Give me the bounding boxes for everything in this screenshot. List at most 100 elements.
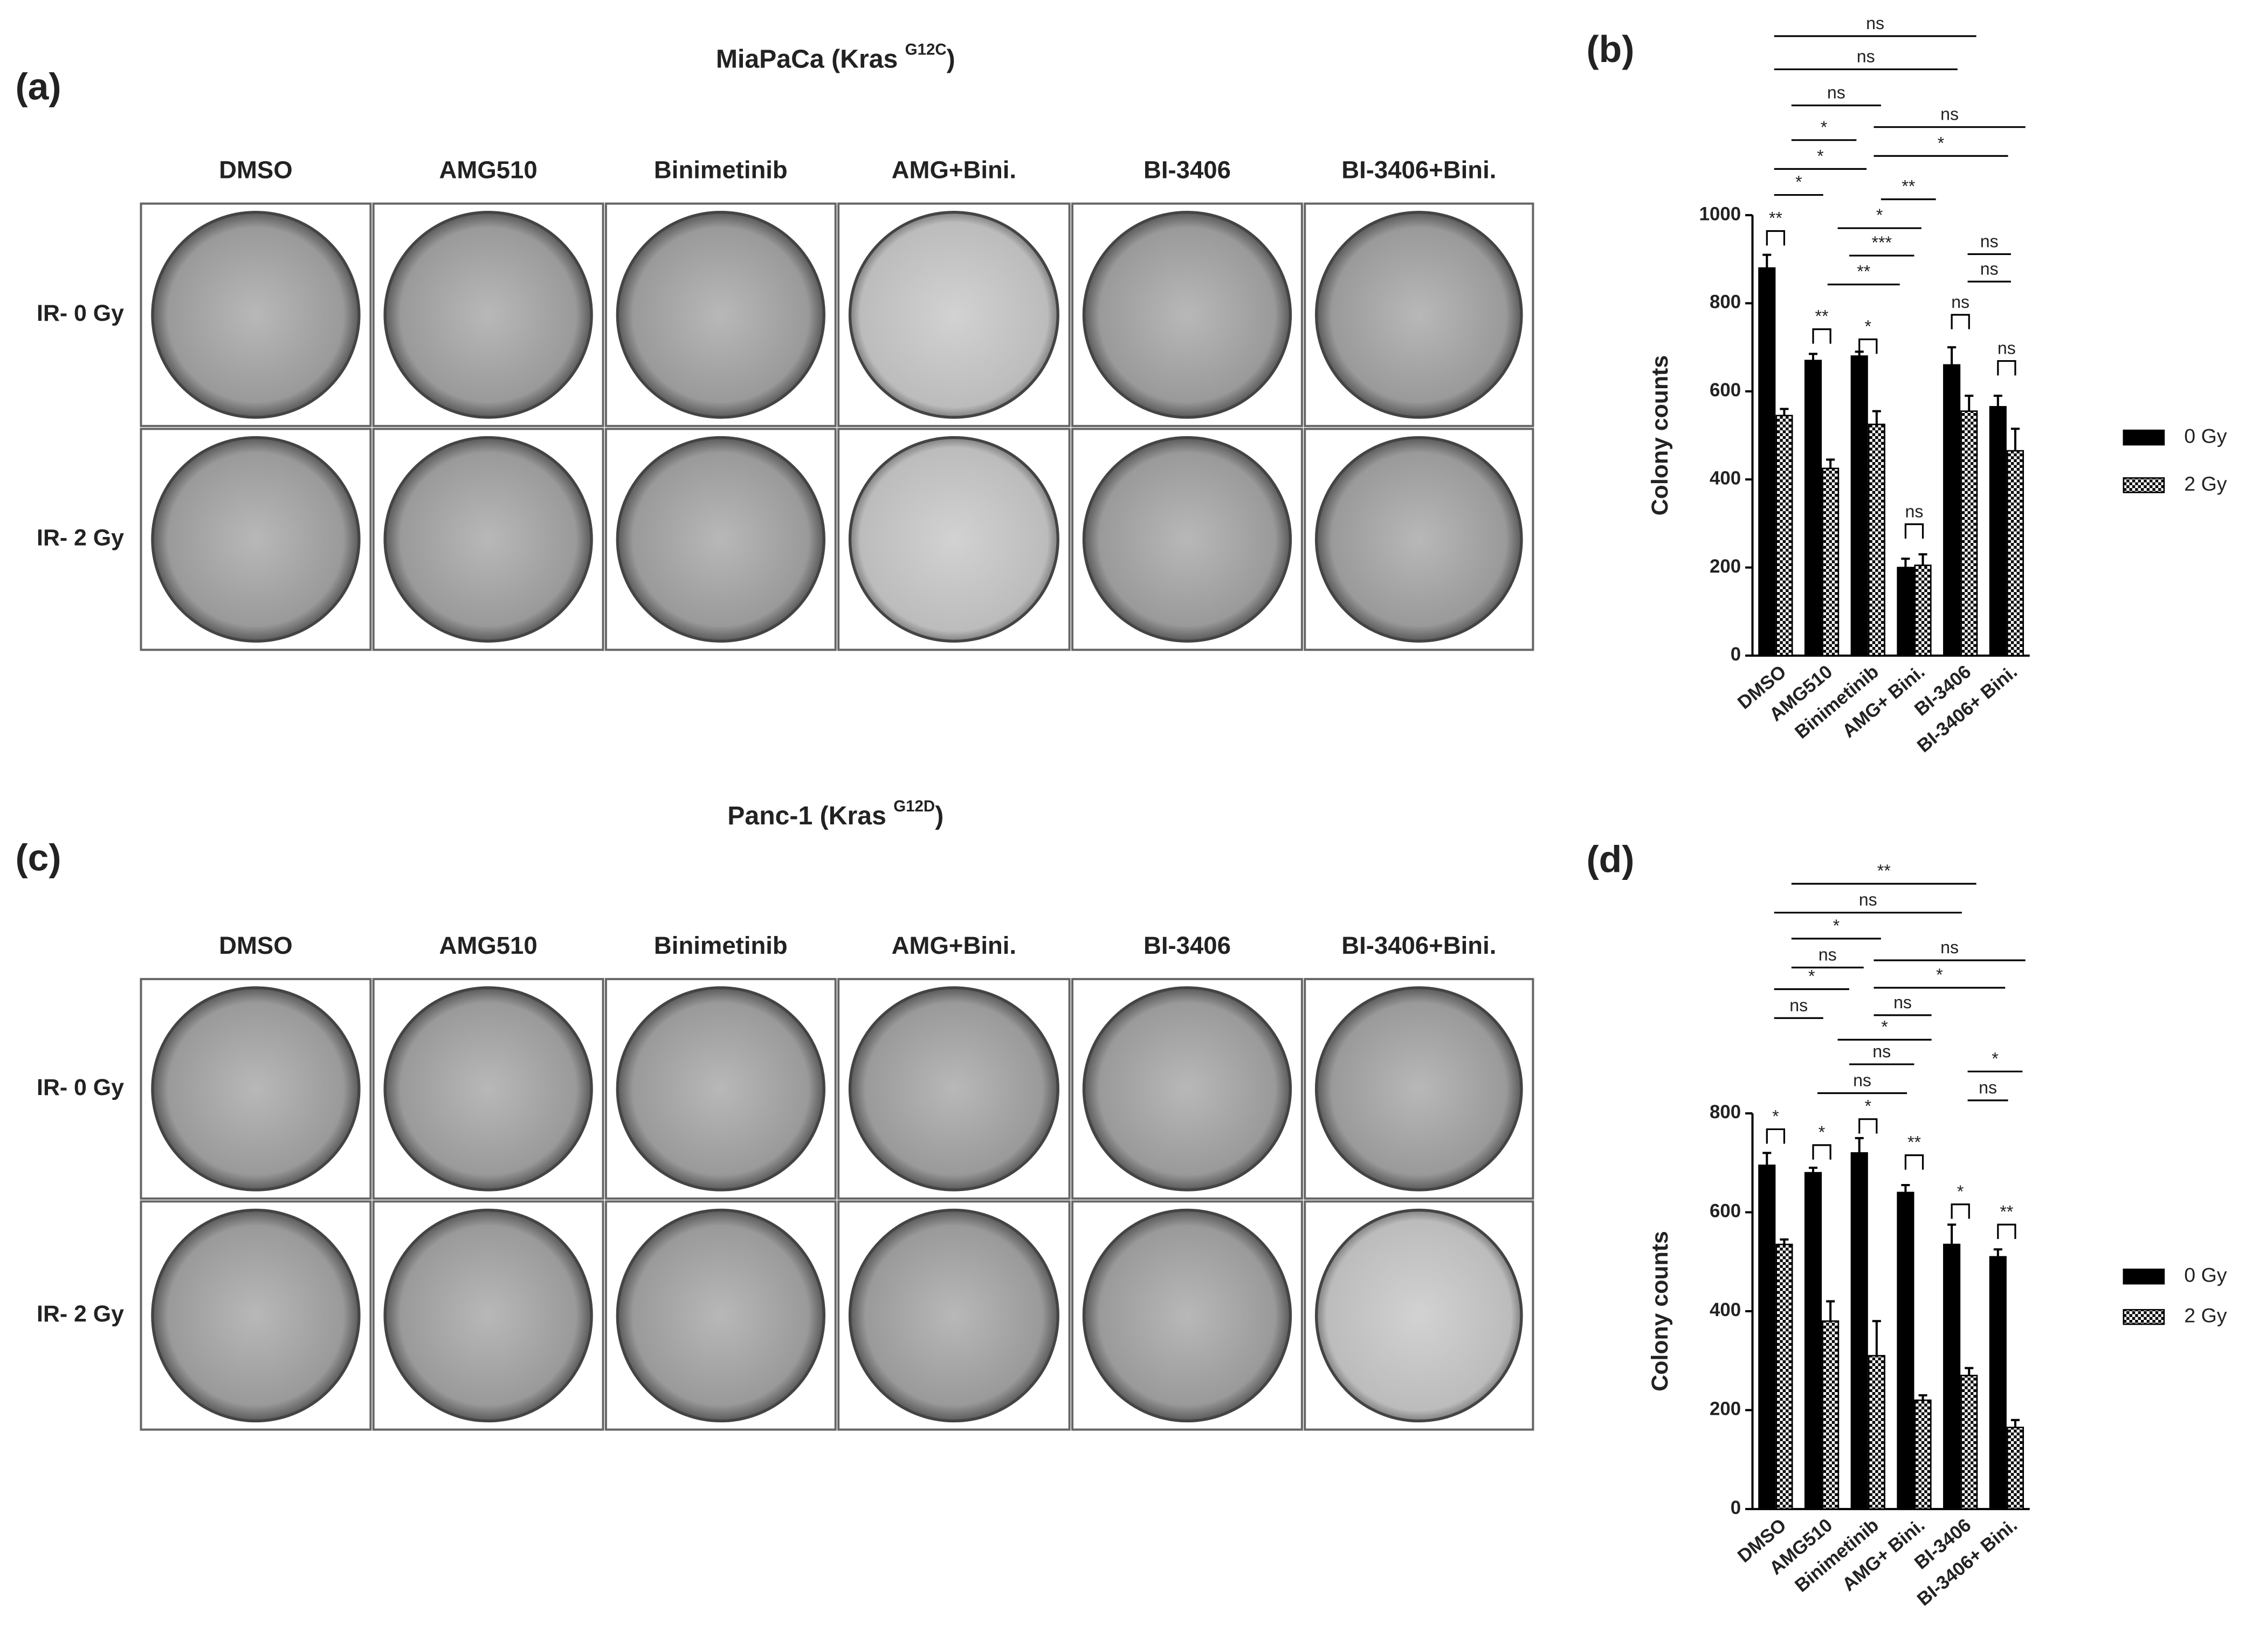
bar <box>1868 1355 1885 1510</box>
column-label: DMSO <box>219 156 293 184</box>
panel-title: Panc-1 (Kras G12D) <box>727 797 943 830</box>
significance-label: * <box>1992 1049 1999 1068</box>
significance-label: ** <box>1815 307 1829 326</box>
bar <box>1775 1243 1793 1510</box>
column-label: AMG+Bini. <box>892 156 1016 184</box>
bar <box>1914 565 1932 657</box>
column-label: Binimetinib <box>654 156 788 184</box>
plate <box>151 211 361 419</box>
y-axis-label: Colony counts <box>1647 355 1673 516</box>
significance-label: ns <box>1940 938 1959 957</box>
significance-bracket <box>1858 338 1878 354</box>
plate <box>1082 211 1292 419</box>
plate <box>151 986 361 1192</box>
legend-swatch <box>2123 1309 2165 1325</box>
significance-label: * <box>1881 1017 1888 1036</box>
bar <box>1850 1152 1868 1510</box>
y-tick-label: 800 <box>1710 292 1741 313</box>
title-superscript: G12C <box>905 41 947 59</box>
title-end: ) <box>935 801 943 830</box>
y-tick-label: 600 <box>1710 380 1741 401</box>
error-bar <box>1808 353 1818 361</box>
error-bar <box>1872 410 1881 425</box>
legend-label: 2 Gy <box>2184 1304 2227 1327</box>
legend-label: 0 Gy <box>2184 424 2227 447</box>
error-bar <box>2010 1419 2020 1428</box>
plate <box>383 986 593 1192</box>
significance-label: * <box>1808 967 1815 986</box>
significance-label: * <box>1817 146 1824 166</box>
significance-label: ns <box>1893 993 1912 1012</box>
panel-label: (b) <box>1586 28 1634 70</box>
significance-label: * <box>1772 1107 1779 1126</box>
y-tick-label: 200 <box>1710 556 1741 577</box>
bar <box>1804 1172 1822 1510</box>
significance-bracket <box>1951 1203 1970 1219</box>
plate <box>1082 986 1292 1192</box>
bar <box>2006 1427 2024 1510</box>
column-label: BI-3406+Bini. <box>1341 156 1496 184</box>
title-text: MiaPaCa (Kras <box>716 44 905 73</box>
column-label: BI-3406 <box>1144 156 1231 184</box>
legend-label: 2 Gy <box>2184 472 2227 495</box>
bar <box>1989 406 2007 657</box>
plate <box>1314 986 1523 1192</box>
significance-label: * <box>1795 173 1802 192</box>
bar <box>1914 1399 1932 1510</box>
error-bar <box>1762 1152 1772 1166</box>
plate <box>848 436 1059 643</box>
error-bar <box>1965 394 1974 411</box>
y-tick-label: 600 <box>1710 1201 1741 1222</box>
significance-label: *** <box>1871 233 1892 252</box>
bar <box>1943 364 1961 657</box>
row-label: IR- 0 Gy <box>37 300 124 326</box>
significance-label: ** <box>1769 209 1782 228</box>
significance-label: * <box>1821 118 1828 137</box>
significance-label: * <box>1936 965 1943 985</box>
error-bar <box>1947 1223 1957 1245</box>
legend-swatch <box>2123 1268 2165 1285</box>
significance-label: ** <box>1857 262 1870 281</box>
plate <box>616 211 826 419</box>
row-label: IR- 0 Gy <box>37 1075 124 1100</box>
significance-label: ns <box>1980 259 1999 278</box>
significance-label: ns <box>1827 83 1845 102</box>
significance-bracket <box>1812 328 1831 344</box>
significance-label: * <box>1833 916 1840 935</box>
plate <box>848 211 1059 419</box>
significance-bracket <box>1997 1223 2016 1239</box>
y-tick-label: 0 <box>1731 1497 1741 1518</box>
column-label: AMG510 <box>439 932 538 959</box>
significance-label: ** <box>1902 177 1915 196</box>
significance-label: ns <box>1859 890 1877 910</box>
significance-bracket <box>1904 523 1924 539</box>
y-tick-label: 0 <box>1731 644 1741 665</box>
error-bar <box>1855 1137 1864 1153</box>
panel-title: MiaPaCa (Kras G12C) <box>716 41 955 74</box>
bar <box>1758 1164 1776 1510</box>
error-bar <box>2010 428 2020 451</box>
significance-label: ns <box>1905 501 1924 521</box>
significance-label: ** <box>1907 1133 1921 1152</box>
error-bar <box>1993 1248 2002 1257</box>
significance-label: ns <box>1951 292 1969 312</box>
significance-bracket <box>1812 1144 1831 1160</box>
significance-label: ns <box>1866 13 1884 33</box>
plate <box>383 211 593 419</box>
significance-label: ns <box>1872 1042 1891 1061</box>
bar <box>1850 355 1868 657</box>
plate <box>383 1208 593 1423</box>
y-tick-label: 800 <box>1710 1102 1741 1123</box>
significance-bracket <box>1858 1118 1878 1134</box>
plate <box>1314 211 1523 419</box>
significance-bracket <box>1997 360 2016 376</box>
bar <box>1989 1256 2007 1510</box>
significance-label: ns <box>1979 1078 1997 1097</box>
bar <box>1804 360 1822 657</box>
y-tick-label: 1000 <box>1699 203 1741 224</box>
bar <box>1822 1320 1840 1510</box>
error-bar <box>1965 1367 1974 1376</box>
bar <box>1960 410 1978 657</box>
plate <box>1314 1208 1523 1423</box>
